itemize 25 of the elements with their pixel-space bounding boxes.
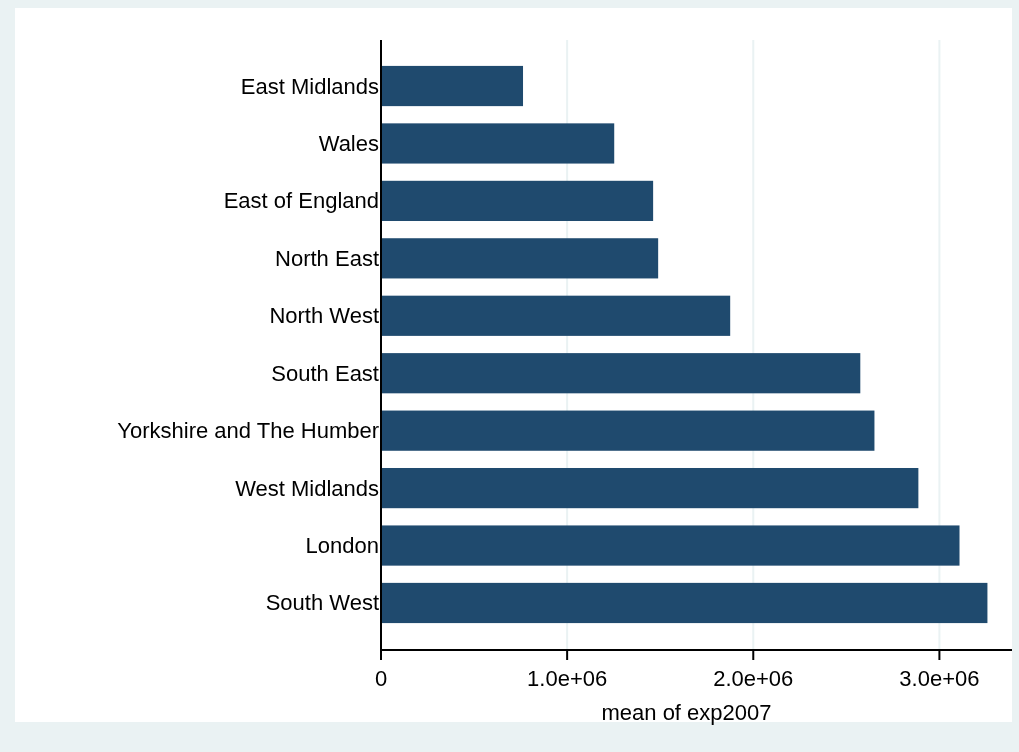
y-tick-label: East of England	[223, 188, 379, 214]
bar	[381, 525, 960, 566]
x-tick-label: 3.0e+06	[899, 666, 980, 691]
x-tick-label: 0	[374, 666, 388, 691]
y-tick-label: Yorkshire and The Humber	[117, 418, 379, 444]
x-axis-title: mean of exp2007	[601, 700, 772, 725]
y-tick-label: South East	[271, 360, 379, 386]
bar	[381, 410, 875, 451]
y-tick-label: West Midlands	[235, 475, 379, 501]
bar	[381, 295, 731, 336]
y-tick-label: North East	[275, 245, 379, 271]
bar	[381, 65, 524, 107]
x-tick-label: 1.0e+06	[527, 666, 608, 691]
bar	[381, 238, 659, 279]
y-tick-label: North West	[269, 303, 379, 329]
y-tick-label: East Midlands	[240, 73, 379, 99]
bar	[381, 180, 654, 221]
y-tick-label: South West	[265, 590, 379, 616]
y-tick-label: London	[305, 533, 379, 559]
bar	[381, 468, 919, 509]
bar	[381, 123, 615, 164]
bar	[381, 353, 861, 394]
bar	[381, 582, 988, 624]
x-tick-label: 2.0e+06	[713, 666, 794, 691]
y-tick-label: Wales	[318, 130, 379, 156]
